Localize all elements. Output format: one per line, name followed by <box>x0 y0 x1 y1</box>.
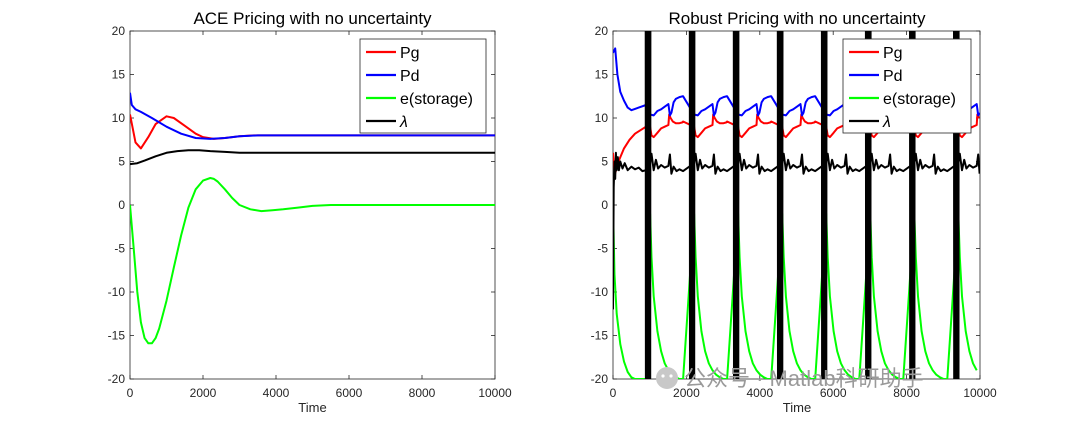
series-line-pd <box>130 92 495 140</box>
x-tick-label: 6000 <box>820 386 847 400</box>
y-tick-label: 5 <box>601 155 608 169</box>
x-tick-label: 0 <box>127 386 134 400</box>
y-tick-label: -15 <box>108 329 126 343</box>
chart-title: ACE Pricing with no uncertainty <box>193 9 432 28</box>
wechat-icon <box>656 367 678 389</box>
x-axis-label: Time <box>783 400 811 415</box>
y-tick-label: 15 <box>112 68 126 82</box>
wechat-icon-eye-right <box>669 374 673 378</box>
y-tick-label: -5 <box>597 242 608 256</box>
series-lines <box>613 31 980 379</box>
axis-ticks: 0 2000 4000 6000 8000 10000 -20 -15 -10 -5 0 5 10 15 2… <box>108 24 512 400</box>
x-tick-label: 10000 <box>478 386 512 400</box>
spike-burst-lambda <box>953 31 960 379</box>
x-tick-label: 8000 <box>893 386 920 400</box>
y-tick-label: 10 <box>595 111 609 125</box>
y-tick-label: 0 <box>118 198 125 212</box>
series-line-lambda <box>613 151 980 310</box>
series-line-e-storage <box>130 177 495 345</box>
y-tick-label: -20 <box>591 372 609 386</box>
x-tick-label: 10000 <box>963 386 997 400</box>
y-tick-label: -20 <box>108 372 126 386</box>
series-line-lambda <box>130 149 495 166</box>
spike-burst-lambda <box>820 31 828 379</box>
x-tick-label: 2000 <box>190 386 217 400</box>
y-tick-label: 10 <box>112 111 126 125</box>
spike-burst-lambda <box>776 31 784 379</box>
legend-label-pg: Pg <box>883 45 903 62</box>
chart-robust-pricing: Robust Pricing with no uncertainty 0 2000… <box>591 9 997 415</box>
x-tick-label: 6000 <box>336 386 363 400</box>
legend-label-pg: Pg <box>400 45 420 62</box>
legend-label-pd: Pd <box>400 68 420 85</box>
x-tick-label: 4000 <box>263 386 290 400</box>
legend-label-storage: e(storage) <box>883 91 956 108</box>
legend: Pg Pd e(storage) λ <box>359 38 487 134</box>
legend-label-lambda: λ <box>882 114 891 131</box>
y-tick-label: 15 <box>595 68 609 82</box>
legend: Pg Pd e(storage) λ <box>842 38 972 134</box>
y-tick-label: 20 <box>112 24 126 38</box>
spike-burst-lambda <box>644 31 652 379</box>
x-tick-label: 4000 <box>746 386 773 400</box>
spike-burst-lambda <box>909 31 916 379</box>
legend-label-pd: Pd <box>883 68 903 85</box>
series-line-e-storage <box>613 204 978 379</box>
series-lines <box>130 92 495 345</box>
y-tick-label: -10 <box>108 285 126 299</box>
y-tick-label: 0 <box>601 198 608 212</box>
y-tick-label: 5 <box>118 155 125 169</box>
x-tick-label: 0 <box>610 386 617 400</box>
y-tick-label: -15 <box>591 329 609 343</box>
legend-box <box>359 38 487 134</box>
y-tick-label: -5 <box>114 242 125 256</box>
spike-burst-lambda <box>688 31 696 379</box>
x-axis-label: Time <box>298 400 326 415</box>
legend-label-lambda: λ <box>399 114 408 131</box>
watermark: 公众号 · Matlab科研助手 <box>656 366 924 391</box>
y-tick-label: 20 <box>595 24 609 38</box>
x-tick-label: 2000 <box>673 386 700 400</box>
x-tick-label: 8000 <box>409 386 436 400</box>
chart-ace-pricing: ACE Pricing with no uncertainty 0 2000 400… <box>108 9 512 415</box>
watermark-text: 公众号 · Matlab科研助手 <box>684 366 924 391</box>
legend-box <box>842 38 972 134</box>
y-tick-label: -10 <box>591 285 609 299</box>
spike-burst-lambda <box>732 31 740 379</box>
spike-burst-lambda <box>864 31 872 379</box>
axis-ticks: 0 2000 4000 6000 8000 10000 -20 -15 -10 -5 0 5 10 15 2… <box>591 24 997 400</box>
chart-title: Robust Pricing with no uncertainty <box>668 9 926 28</box>
legend-label-storage: e(storage) <box>400 91 473 108</box>
wechat-icon-eye-left <box>661 374 665 378</box>
